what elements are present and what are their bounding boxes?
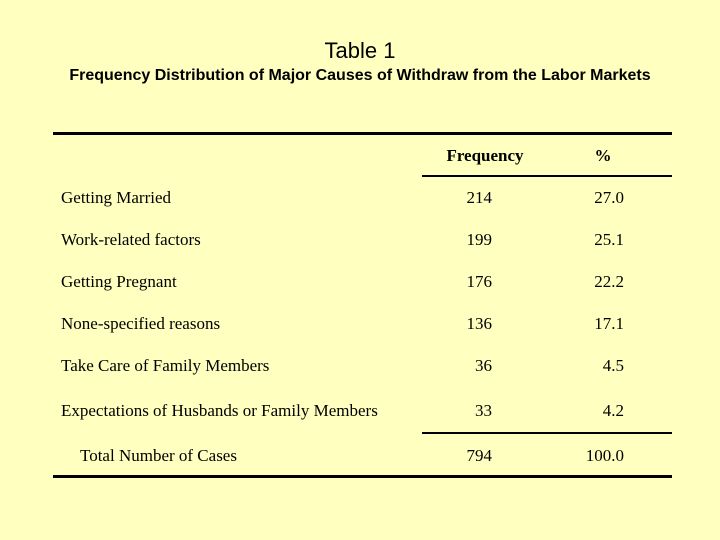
row-frequency: 176 — [466, 272, 493, 291]
table-subtitle: Frequency Distribution of Major Causes o… — [69, 67, 651, 84]
row-percent: 25.1 — [594, 230, 624, 249]
percent-column-header: % — [594, 146, 612, 165]
row-frequency: 214 — [466, 188, 493, 207]
table-row: Work-related factors 199 25.1 — [0, 230, 720, 254]
table-row: Getting Married 214 27.0 — [0, 188, 720, 212]
row-frequency: 136 — [466, 314, 493, 333]
frequency-column-header: Frequency — [446, 146, 524, 165]
bottom-rule — [53, 475, 672, 478]
table-row: Expectations of Husbands or Family Membe… — [0, 401, 720, 425]
table-row: Getting Pregnant 176 22.2 — [0, 272, 720, 296]
row-percent: 4.2 — [602, 401, 624, 420]
row-percent: 27.0 — [594, 188, 624, 207]
total-rule — [422, 432, 672, 434]
row-label: Getting Pregnant — [61, 272, 177, 291]
table-title: Table 1 — [324, 38, 396, 63]
row-frequency: 199 — [466, 230, 493, 249]
total-row: Total Number of Cases 794 100.0 — [0, 446, 720, 470]
row-label: None-specified reasons — [61, 314, 221, 333]
total-frequency: 794 — [466, 446, 493, 465]
total-percent: 100.0 — [585, 446, 624, 465]
row-frequency: 36 — [475, 356, 492, 375]
row-percent: 17.1 — [594, 314, 624, 333]
row-label: Take Care of Family Members — [61, 356, 270, 375]
top-rule — [53, 132, 672, 135]
row-label: Getting Married — [61, 188, 171, 207]
row-percent: 22.2 — [594, 272, 624, 291]
table-row: Take Care of Family Members 36 4.5 — [0, 356, 720, 380]
row-label: Work-related factors — [61, 230, 201, 249]
table-row: None-specified reasons 136 17.1 — [0, 314, 720, 338]
row-frequency: 33 — [475, 401, 492, 420]
total-label: Total Number of Cases — [80, 446, 237, 465]
row-percent: 4.5 — [602, 356, 624, 375]
row-label: Expectations of Husbands or Family Membe… — [61, 401, 378, 420]
header-rule — [422, 175, 672, 177]
